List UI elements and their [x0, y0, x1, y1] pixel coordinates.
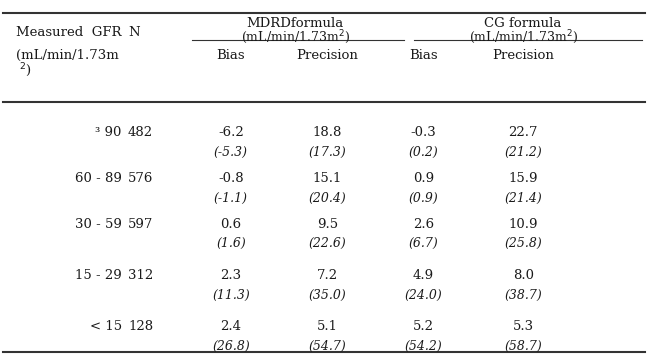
Text: (21.4): (21.4): [504, 192, 542, 205]
Text: (54.7): (54.7): [308, 340, 346, 353]
Text: 576: 576: [128, 172, 154, 185]
Text: 0.9: 0.9: [413, 172, 434, 185]
Text: 5.1: 5.1: [317, 320, 338, 334]
Text: (22.6): (22.6): [308, 237, 346, 251]
Text: 482: 482: [128, 126, 153, 139]
Text: Bias: Bias: [410, 49, 438, 62]
Text: Measured  GFR: Measured GFR: [16, 26, 121, 39]
Text: < 15: < 15: [89, 320, 122, 334]
Text: (mL/min/1.73m: (mL/min/1.73m: [16, 49, 119, 62]
Text: (20.4): (20.4): [308, 192, 346, 205]
Text: (26.8): (26.8): [212, 340, 249, 353]
Text: (35.0): (35.0): [308, 289, 346, 302]
Text: 15.1: 15.1: [312, 172, 342, 185]
Text: -0.3: -0.3: [411, 126, 437, 139]
Text: (17.3): (17.3): [308, 146, 346, 159]
Text: 5.2: 5.2: [413, 320, 434, 334]
Text: (25.8): (25.8): [504, 237, 542, 251]
Text: (54.2): (54.2): [405, 340, 443, 353]
Text: 2.3: 2.3: [220, 269, 242, 282]
Text: -6.2: -6.2: [218, 126, 244, 139]
Text: 30 - 59: 30 - 59: [75, 218, 122, 231]
Text: (0.9): (0.9): [409, 192, 439, 205]
Text: 8.0: 8.0: [513, 269, 534, 282]
Text: (1.6): (1.6): [216, 237, 246, 251]
Text: MDRDformula: MDRDformula: [246, 17, 343, 30]
Text: N: N: [128, 26, 140, 39]
Text: (-5.3): (-5.3): [214, 146, 248, 159]
Text: 2.4: 2.4: [220, 320, 241, 334]
Text: -0.8: -0.8: [218, 172, 244, 185]
Text: 0.6: 0.6: [220, 218, 242, 231]
Text: (24.0): (24.0): [405, 289, 443, 302]
Text: 7.2: 7.2: [317, 269, 338, 282]
Text: (11.3): (11.3): [212, 289, 249, 302]
Text: 18.8: 18.8: [312, 126, 342, 139]
Text: (58.7): (58.7): [504, 340, 542, 353]
Text: 128: 128: [128, 320, 153, 334]
Text: (-1.1): (-1.1): [214, 192, 248, 205]
Text: Precision: Precision: [492, 49, 554, 62]
Text: $^2$): $^2$): [19, 61, 31, 79]
Text: 5.3: 5.3: [513, 320, 534, 334]
Text: Bias: Bias: [216, 49, 245, 62]
Text: 312: 312: [128, 269, 154, 282]
Text: (mL/min/1.73m$^2$): (mL/min/1.73m$^2$): [240, 28, 350, 46]
Text: (38.7): (38.7): [504, 289, 542, 302]
Text: (mL/min/1.73m$^2$): (mL/min/1.73m$^2$): [469, 28, 577, 46]
Text: (21.2): (21.2): [504, 146, 542, 159]
Text: 15.9: 15.9: [509, 172, 538, 185]
Text: 2.6: 2.6: [413, 218, 434, 231]
Text: 10.9: 10.9: [509, 218, 538, 231]
Text: 15 - 29: 15 - 29: [75, 269, 122, 282]
Text: 22.7: 22.7: [509, 126, 538, 139]
Text: (0.2): (0.2): [409, 146, 439, 159]
Text: ³ 90: ³ 90: [95, 126, 122, 139]
Text: 597: 597: [128, 218, 154, 231]
Text: Precision: Precision: [296, 49, 358, 62]
Text: 60 - 89: 60 - 89: [75, 172, 122, 185]
Text: (6.7): (6.7): [409, 237, 439, 251]
Text: CG formula: CG formula: [485, 17, 562, 30]
Text: 9.5: 9.5: [317, 218, 338, 231]
Text: 4.9: 4.9: [413, 269, 434, 282]
